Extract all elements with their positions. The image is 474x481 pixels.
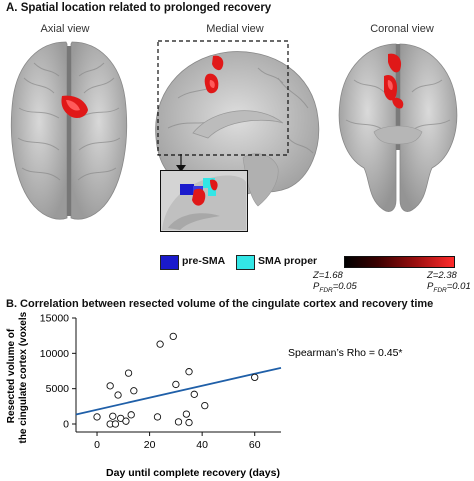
y-tick-label: 5000	[46, 383, 70, 395]
axial-view-label: Axial view	[40, 23, 90, 35]
colorbar-right-z: Z=2.38	[427, 270, 457, 281]
data-point	[153, 413, 162, 421]
data-point	[172, 380, 180, 389]
colorbar-left-label: Z=1.68 PFDR=0.05	[313, 270, 357, 296]
data-point	[169, 332, 177, 341]
zoom-arrow	[176, 154, 186, 172]
data-point	[109, 412, 117, 420]
regression-line	[75, 366, 282, 416]
y-tick-label: 0	[63, 419, 69, 431]
y-axis-label-line1: Resected volume of	[6, 328, 17, 423]
x-tick-label: 60	[249, 439, 261, 451]
data-point	[174, 418, 183, 426]
colorbar-right-p: PFDR=0.01	[427, 281, 471, 294]
data-point	[130, 387, 138, 395]
coronal-view-label: Coronal view	[370, 23, 434, 35]
colorbar-right-label: Z=2.38 PFDR=0.01	[427, 270, 471, 296]
data-point	[201, 401, 209, 410]
z-colorbar	[344, 256, 455, 268]
colorbar-left-z: Z=1.68	[313, 270, 343, 281]
medial-view-label: Medial view	[206, 23, 264, 35]
scatter-chart: 0 5000 10000 15000 0 20 40 60 Resected volume o…	[6, 312, 403, 479]
zoomed-sma-image	[160, 170, 248, 232]
data-point	[111, 420, 120, 428]
y-tick-label: 15000	[40, 313, 69, 325]
data-point	[190, 390, 198, 398]
panel-b-title: B. Correlation between resected volume o…	[6, 298, 434, 310]
data-point	[185, 368, 193, 376]
axial-brain-image	[10, 41, 128, 220]
chart-axes	[75, 318, 281, 433]
data-points	[93, 332, 259, 428]
coronal-brain-image	[338, 43, 458, 212]
medial-brain-image	[155, 51, 320, 207]
data-point	[122, 417, 130, 425]
data-point	[114, 391, 122, 399]
pre-sma-label: pre-SMA	[182, 255, 226, 267]
y-axis-label-line2: the cingulate cortex (voxels)	[18, 312, 29, 444]
data-point	[106, 382, 114, 390]
data-point	[182, 410, 191, 418]
x-tick-label: 0	[94, 439, 100, 451]
colorbar-left-p: PFDR=0.05	[313, 281, 357, 294]
x-axis-label: Day until complete recovery (days)	[106, 467, 280, 479]
spearman-annotation: Spearman’s Rho = 0.45*	[288, 347, 403, 359]
data-point	[124, 369, 133, 377]
pre-sma-swatch	[160, 255, 179, 270]
data-point	[127, 411, 135, 419]
x-tick-label: 20	[144, 439, 156, 451]
y-tick-label: 10000	[40, 348, 69, 360]
data-point	[251, 373, 259, 382]
fit-line	[75, 366, 282, 416]
data-point	[185, 418, 193, 427]
chart-ticks: 0 5000 10000 15000 0 20 40 60	[40, 313, 261, 452]
data-point	[93, 413, 101, 421]
data-point	[156, 340, 164, 348]
sma-proper-label: SMA proper	[258, 255, 318, 267]
sma-proper-swatch	[236, 255, 255, 270]
x-tick-label: 40	[196, 439, 208, 451]
zoom-inset-box	[157, 40, 289, 156]
panel-a-title: A. Spatial location related to prolonged…	[6, 2, 272, 14]
